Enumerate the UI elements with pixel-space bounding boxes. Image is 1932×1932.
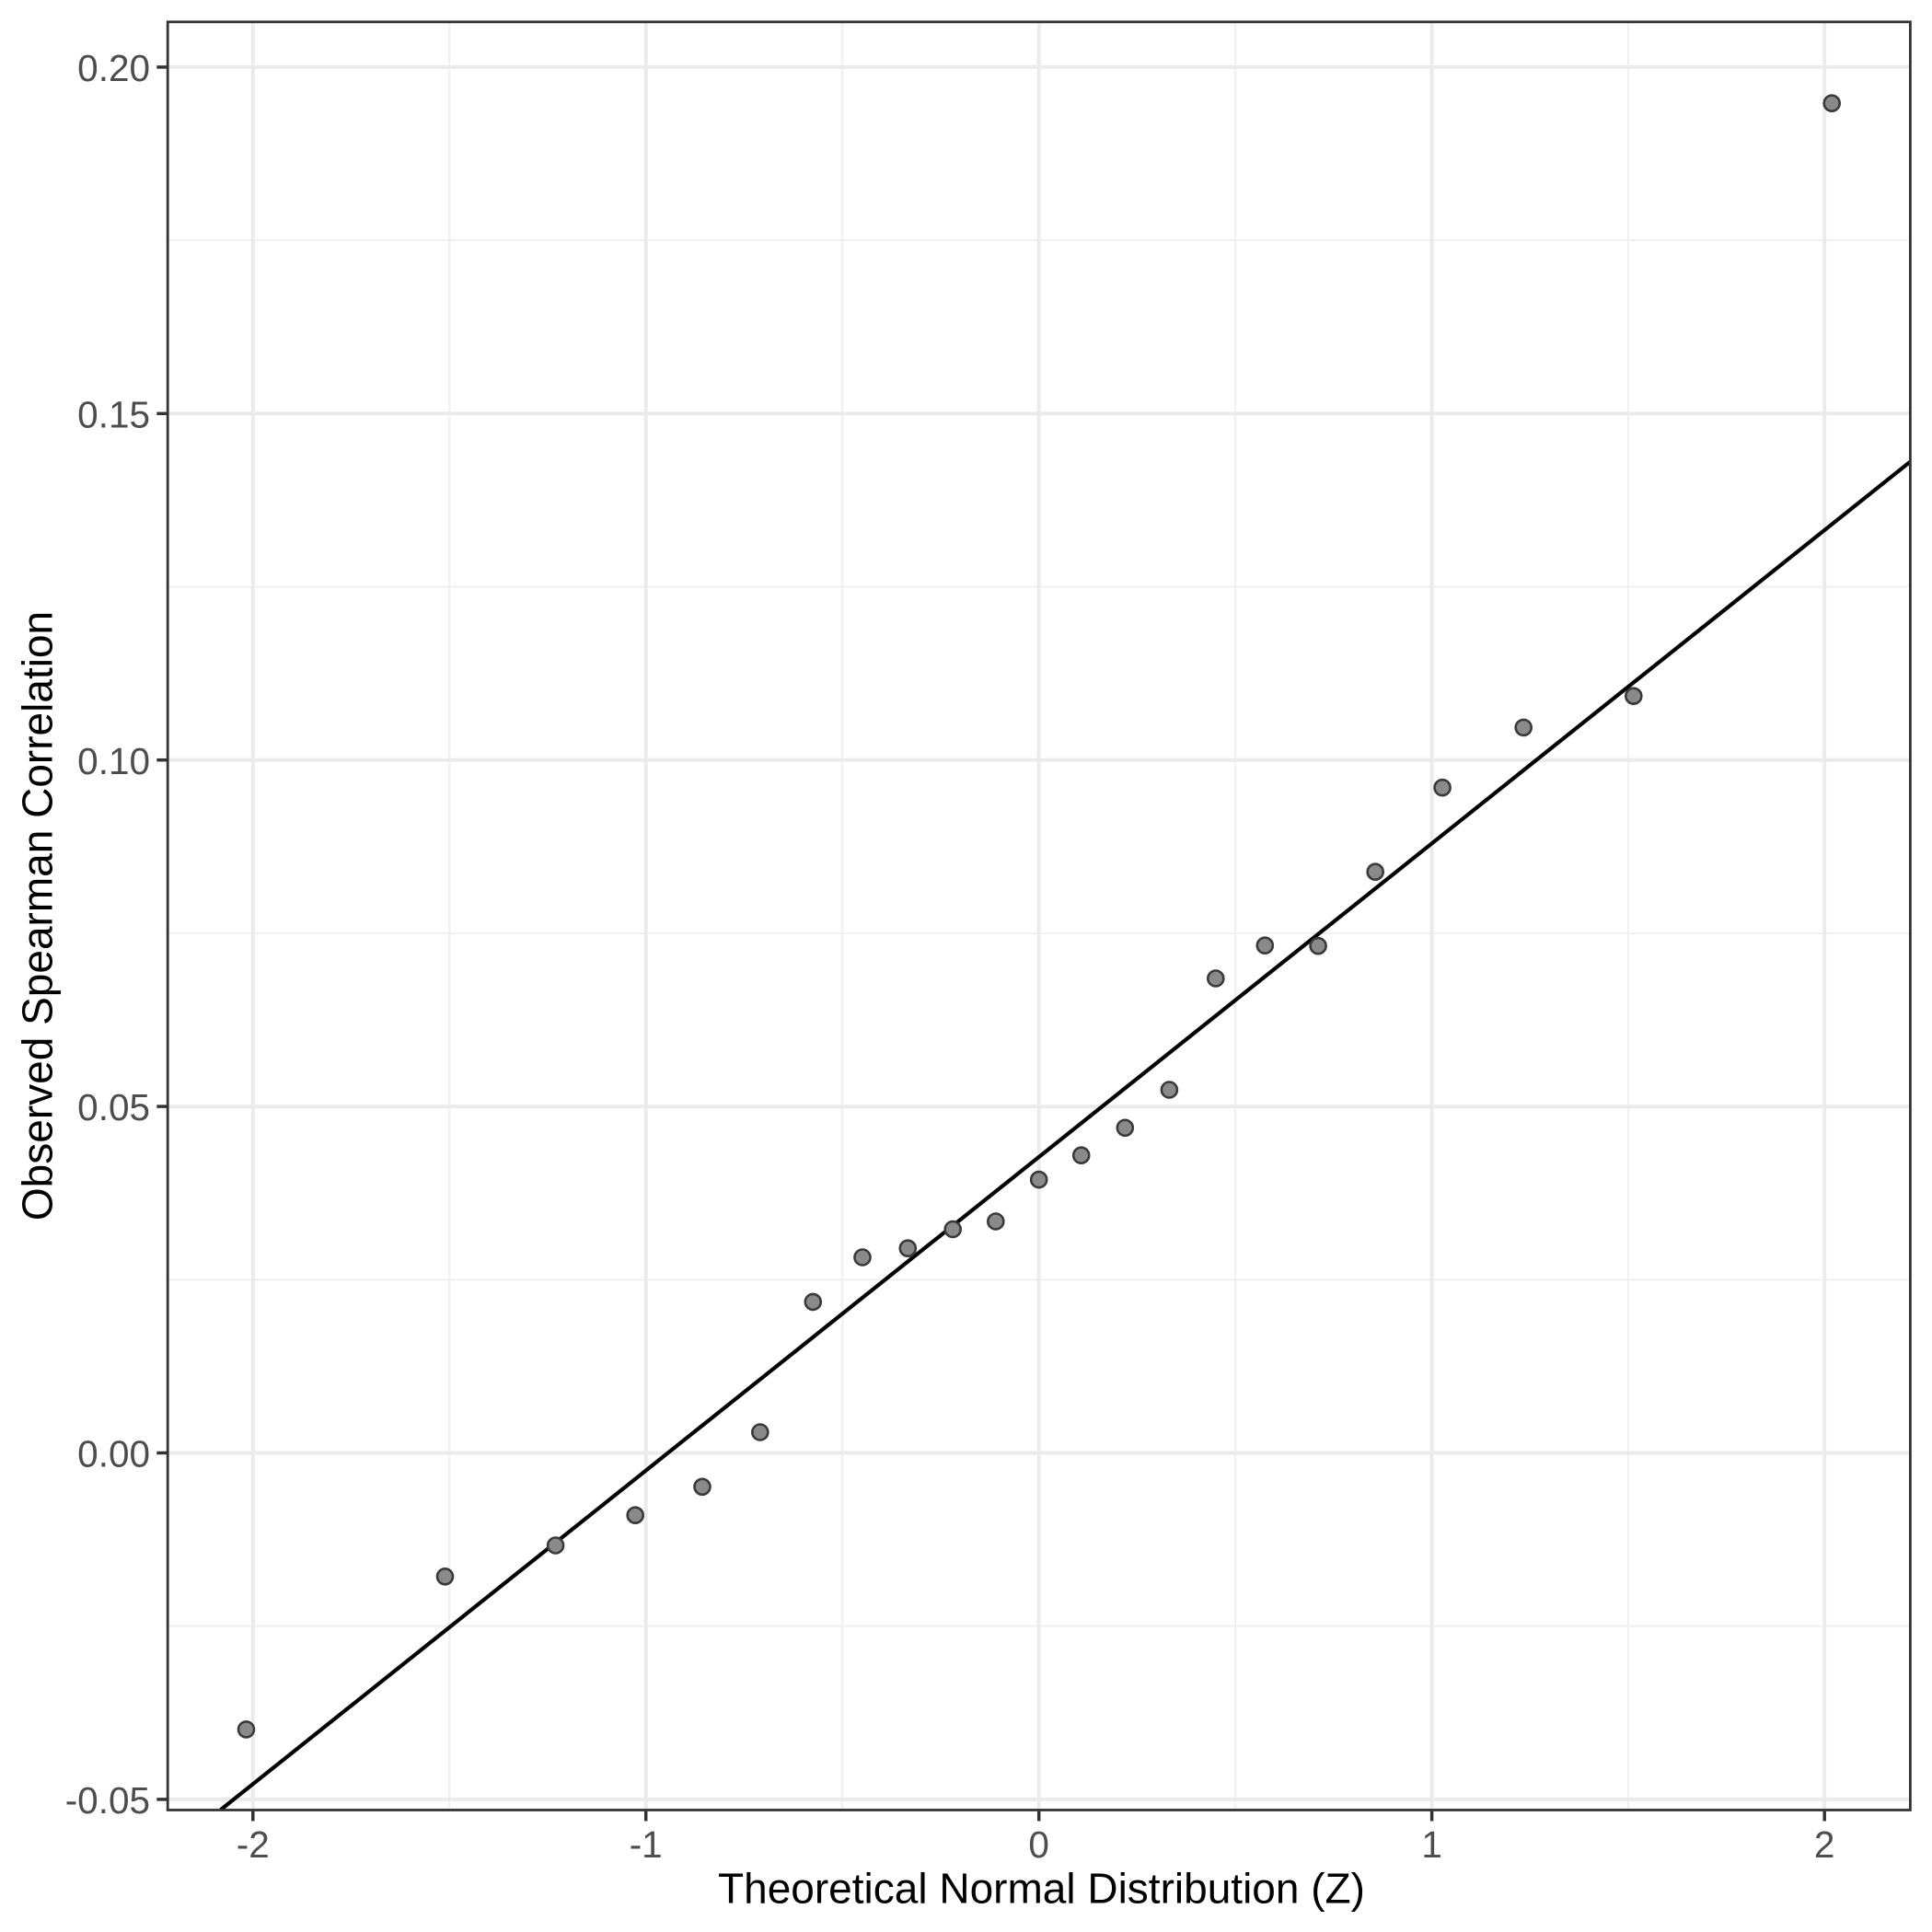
svg-text:0.05: 0.05 — [77, 1086, 150, 1128]
svg-text:-0.05: -0.05 — [65, 1779, 150, 1822]
svg-text:Observed Spearman Correlation: Observed Spearman Correlation — [14, 611, 62, 1221]
svg-text:1: 1 — [1421, 1823, 1442, 1866]
svg-text:0.20: 0.20 — [77, 47, 150, 89]
svg-text:0.00: 0.00 — [77, 1433, 150, 1475]
svg-text:2: 2 — [1814, 1823, 1835, 1866]
svg-text:0.15: 0.15 — [77, 393, 150, 435]
svg-text:0: 0 — [1028, 1823, 1049, 1866]
svg-text:0.10: 0.10 — [77, 740, 150, 782]
svg-text:-1: -1 — [630, 1823, 663, 1866]
svg-text:Theoretical Normal Distributio: Theoretical Normal Distribution (Z) — [718, 1865, 1365, 1913]
svg-text:-2: -2 — [237, 1823, 270, 1866]
